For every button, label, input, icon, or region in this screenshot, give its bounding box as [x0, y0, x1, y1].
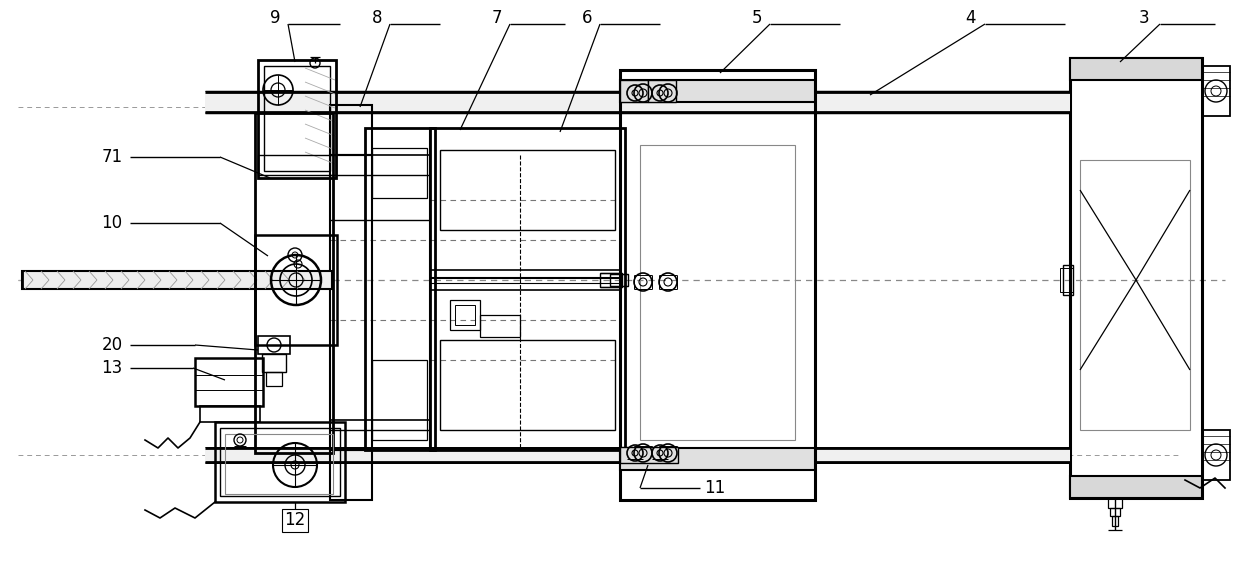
Text: 11: 11: [704, 479, 725, 497]
Bar: [365, 128, 435, 450]
Bar: [255, 113, 334, 453]
Bar: [258, 60, 336, 178]
Text: 8: 8: [372, 9, 382, 27]
Bar: [1202, 430, 1230, 480]
Bar: [262, 354, 286, 372]
Bar: [440, 150, 615, 230]
Bar: [620, 80, 649, 102]
Text: 13: 13: [102, 359, 123, 377]
Bar: [649, 80, 676, 102]
Bar: [200, 406, 260, 422]
Bar: [1112, 516, 1118, 526]
Bar: [1080, 160, 1190, 430]
Bar: [1109, 498, 1122, 508]
Bar: [440, 340, 615, 430]
Text: 6: 6: [582, 9, 593, 27]
Text: 10: 10: [102, 214, 123, 232]
Bar: [215, 422, 345, 502]
Bar: [1070, 58, 1202, 80]
Bar: [224, 434, 334, 494]
Text: 9: 9: [270, 9, 280, 27]
Bar: [1070, 476, 1202, 498]
Bar: [205, 92, 1070, 112]
Bar: [1202, 66, 1230, 116]
Bar: [620, 447, 678, 463]
Text: 71: 71: [102, 148, 123, 166]
Bar: [258, 336, 290, 354]
Bar: [610, 274, 627, 286]
Text: 4: 4: [965, 9, 975, 27]
Text: 7: 7: [492, 9, 502, 27]
Bar: [22, 271, 332, 289]
Text: 5: 5: [751, 9, 763, 27]
Text: 3: 3: [1138, 9, 1149, 27]
Bar: [480, 315, 520, 337]
Bar: [372, 360, 427, 440]
Bar: [219, 428, 340, 496]
Bar: [1063, 265, 1073, 295]
Bar: [450, 300, 480, 330]
Bar: [372, 148, 427, 198]
Bar: [264, 66, 330, 171]
Bar: [255, 235, 337, 345]
Bar: [195, 358, 263, 406]
Bar: [620, 70, 815, 500]
Bar: [1060, 268, 1073, 292]
Bar: [267, 372, 281, 386]
Bar: [205, 448, 1070, 462]
Bar: [330, 105, 372, 155]
Text: 20: 20: [102, 336, 123, 354]
Bar: [330, 450, 372, 500]
Bar: [330, 155, 372, 450]
Bar: [620, 80, 815, 102]
Text: 12: 12: [284, 511, 305, 529]
Bar: [640, 145, 795, 440]
Bar: [620, 448, 815, 470]
Bar: [455, 305, 475, 325]
Bar: [258, 155, 336, 175]
Bar: [600, 273, 622, 287]
Bar: [1070, 58, 1202, 498]
Bar: [1110, 508, 1120, 516]
Bar: [430, 128, 625, 450]
